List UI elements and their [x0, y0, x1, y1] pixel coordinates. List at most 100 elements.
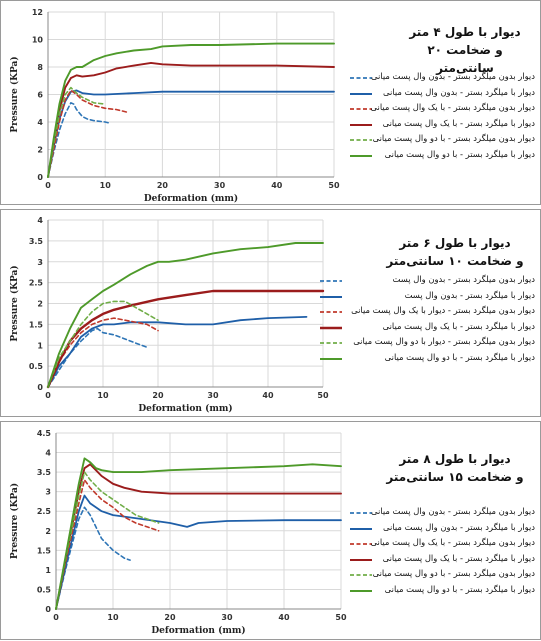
- chart-1-legend-item: دیوار بدون میلگرد بستر - بدون وال پست می…: [349, 69, 535, 85]
- chart-3-legend-label: دیوار با میلگرد بستر - بدون وال پست میان…: [383, 521, 535, 532]
- chart-1-series-3-line: [47, 89, 129, 178]
- chart-3-ytick-label: 0.5: [37, 585, 52, 594]
- chart-panel-2: 0 0.5 1 1.5 2 2.5 3 3.5 4 0 10 20 30 40 50 Deformation …: [0, 209, 541, 417]
- chart-2-legend-label: دیوار با میلگرد بستر - بدون وال پست: [404, 289, 535, 300]
- chart-1-xtick-label: 20: [157, 181, 169, 190]
- chart-2-xtick-label: 30: [207, 391, 219, 400]
- chart-3-legend-item: دیوار بدون میلگرد بستر - با یک وال پست م…: [349, 535, 535, 551]
- chart-2-legend-label: دیوار با میلگرد بستر - با یک وال پست میا…: [382, 320, 535, 331]
- chart-2-legend-label: دیوار بدون میلگرد بستر - بدون وال پست: [392, 274, 535, 284]
- chart-3-series-2-line: [55, 494, 342, 610]
- chart-1-legend-swatch: [350, 92, 372, 95]
- chart-1-xtick-label: 50: [328, 181, 340, 190]
- chart-2-xtick-label: 0: [45, 391, 51, 400]
- chart-3-xtick-label: 30: [221, 613, 233, 622]
- chart-3-subtitle: و ضخامت ۱۵ سانتی‌متر: [386, 470, 524, 484]
- chart-1-legend-swatch: [350, 123, 372, 126]
- chart-3-xlabel: Deformation (mm): [151, 625, 245, 636]
- chart-2-legend: دیوار بدون میلگرد بستر - بدون وال پست دیو…: [319, 272, 535, 365]
- chart-2-series-5-line: [47, 300, 159, 388]
- chart-2-legend-swatch: [320, 295, 342, 298]
- chart-3-ytick-label: 1: [45, 566, 51, 575]
- chart-3-xtick-label: 50: [335, 613, 347, 622]
- chart-2-ytick-label: 3.5: [29, 237, 44, 246]
- chart-1-legend-swatch: [350, 108, 372, 110]
- chart-2-subtitle: و ضخامت ۱۰ سانتی‌متر: [386, 254, 524, 268]
- chart-3-legend-item: دیوار با میلگرد بستر - بدون وال پست میان…: [349, 520, 535, 536]
- chart-3-plot: 0 0.5 1 1.5 2 2.5 3 3.5 4 4.5 0 10 20 30 40 50 Deformati…: [9, 429, 347, 636]
- chart-1-xlabel: Deformation (mm): [144, 193, 238, 204]
- chart-1-legend-label: دیوار بدون میلگرد بستر - بدون وال پست می…: [371, 71, 535, 81]
- chart-2-legend-item: دیوار با میلگرد بستر - با دو وال پست میا…: [319, 350, 535, 366]
- chart-2-series-3-line: [47, 317, 159, 388]
- chart-2-series-6-line: [47, 242, 324, 388]
- chart-1-legend-item: دیوار با میلگرد بستر - با دو وال پست میا…: [349, 147, 535, 163]
- chart-3-series-5-line: [55, 471, 160, 610]
- chart-1-xtick-label: 0: [45, 181, 51, 190]
- chart-1-ytick-label: 8: [37, 63, 43, 72]
- chart-3-ytick-label: 0: [45, 605, 51, 614]
- chart-3-legend-item: دیوار با میلگرد بستر - با یک وال پست میا…: [349, 551, 535, 567]
- chart-2-series-1-line: [47, 327, 148, 388]
- chart-2-legend-item: دیوار بدون میلگرد بستر - دیوار با دو وال…: [319, 334, 535, 350]
- chart-1-legend-item: دیوار با میلگرد بستر - با یک وال پست میا…: [349, 116, 535, 132]
- chart-2-legend-label: دیوار بدون میلگرد بستر - دیوار با یک وال…: [351, 305, 535, 315]
- chart-3-legend-label: دیوار بدون میلگرد بستر - با یک وال پست م…: [370, 537, 535, 547]
- chart-3-legend-swatch: [350, 543, 372, 545]
- chart-2-legend-item: دیوار با میلگرد بستر - بدون وال پست: [319, 288, 535, 304]
- chart-2-xtick-label: 10: [97, 391, 109, 400]
- chart-1-series-1-line: [47, 102, 112, 178]
- chart-2-title: دیوار با طول ۶ متر: [399, 236, 511, 250]
- chart-1-series-5-line: [47, 86, 106, 178]
- chart-3-legend-label: دیوار با میلگرد بستر - با یک وال پست میا…: [382, 552, 535, 563]
- chart-3-ytick-label: 2.5: [37, 507, 52, 516]
- chart-1-subtitle: و ضخامت ۲۰ سانتی‌متر: [427, 43, 503, 75]
- chart-3-ytick-label: 4.5: [37, 429, 52, 438]
- chart-2-legend-swatch: [320, 326, 342, 329]
- chart-3-xtick-label: 10: [107, 613, 119, 622]
- chart-1-xtick-label: 10: [100, 181, 112, 190]
- chart-1-plot: 0 2 4 6 8 10 12 0 10 20 30 40 50 Deformation (mm) Pres…: [9, 8, 340, 204]
- chart-3-ytick-label: 3.5: [37, 468, 52, 477]
- chart-1-legend-swatch: [350, 139, 372, 141]
- chart-3-legend-label: دیوار با میلگرد بستر - با دو وال پست میا…: [384, 583, 535, 594]
- chart-3-legend-swatch: [350, 589, 372, 592]
- chart-1-legend-label: دیوار با میلگرد بستر - با یک وال پست میا…: [382, 117, 535, 128]
- chart-2-ytick-label: 2.5: [29, 279, 44, 288]
- chart-1-legend-label: دیوار بدون میلگرد بستر - با دو وال پست م…: [372, 133, 535, 143]
- chart-1-legend-item: دیوار با میلگرد بستر - بدون وال پست میان…: [349, 85, 535, 101]
- chart-1-legend-item: دیوار بدون میلگرد بستر - با دو وال پست م…: [349, 131, 535, 147]
- chart-1-title: دیوار با طول ۴ متر: [409, 25, 521, 39]
- chart-3-legend-swatch: [350, 558, 372, 561]
- chart-panel-1: 0 2 4 6 8 10 12 0 10 20 30 40 50 Deformation (mm) Pres…: [0, 0, 541, 205]
- chart-2-series-4-line: [46, 289, 325, 389]
- chart-3-legend-item: دیوار بدون میلگرد بستر - بدون وال پست می…: [349, 504, 535, 520]
- chart-3-legend-swatch: [350, 512, 372, 514]
- chart-1-ytick-label: 12: [32, 8, 43, 17]
- chart-3-legend-item: دیوار بدون میلگرد بستر - با دو وال پست م…: [349, 566, 535, 582]
- chart-1-legend-swatch: [350, 77, 372, 79]
- chart-2-legend-label: دیوار بدون میلگرد بستر - دیوار با دو وال…: [353, 336, 535, 346]
- chart-panel-3: 0 0.5 1 1.5 2 2.5 3 3.5 4 4.5 0 10 20 30 40 50 Deformati…: [0, 421, 541, 640]
- chart-3-ytick-label: 1.5: [37, 546, 52, 555]
- chart-2-ylabel: Pressure (KPa): [9, 265, 20, 341]
- chart-1-ytick-label: 10: [32, 36, 44, 45]
- chart-3-legend-swatch: [350, 527, 372, 530]
- chart-3-xtick-label: 20: [164, 613, 176, 622]
- chart-2-series-2-line: [47, 316, 308, 388]
- chart-1-ytick-label: 6: [37, 91, 43, 100]
- chart-3-legend-swatch: [350, 574, 372, 576]
- chart-3-ytick-label: 4: [45, 449, 51, 458]
- chart-3-series-3-line: [55, 479, 160, 610]
- chart-2-title-block: دیوار با طول ۶ متر و ضخامت ۱۰ سانتی‌متر: [380, 234, 530, 270]
- chart-1-legend-label: دیوار با میلگرد بستر - بدون وال پست میان…: [383, 86, 535, 97]
- chart-2-ytick-label: 1.5: [29, 320, 44, 329]
- chart-3-legend-label: دیوار بدون میلگرد بستر - با دو وال پست م…: [372, 568, 535, 578]
- chart-2-xlabel: Deformation (mm): [138, 403, 232, 414]
- chart-3-xtick-label: 40: [278, 613, 290, 622]
- chart-1-ytick-label: 4: [37, 118, 43, 127]
- chart-3-ytick-label: 2: [45, 527, 51, 536]
- chart-2-ytick-label: 0.5: [29, 362, 44, 371]
- chart-1-series-4-line: [47, 61, 335, 178]
